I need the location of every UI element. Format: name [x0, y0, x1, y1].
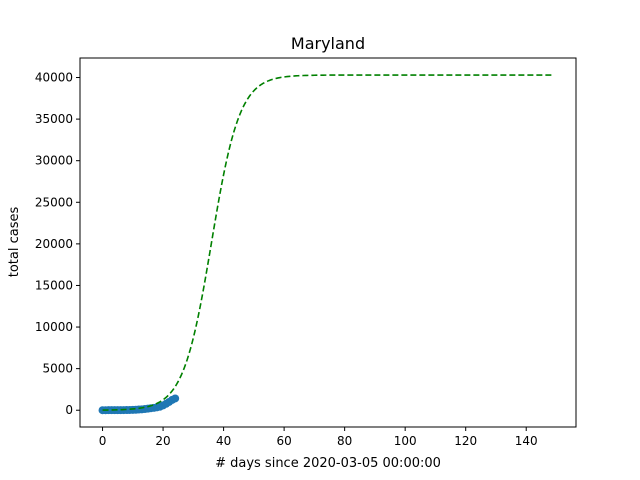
y-tick-label: 25000: [35, 195, 73, 209]
y-tick-label: 20000: [35, 237, 73, 251]
x-tick-label: 40: [216, 434, 231, 448]
y-tick-label: 0: [65, 403, 73, 417]
y-tick-label: 40000: [35, 71, 73, 85]
y-axis-ticks: 0 5000 10000 15000 20000 25000 30000 35000 40000: [35, 71, 80, 417]
x-axis-ticks: 0 20 40 60 80 100 120 140: [99, 427, 538, 448]
x-tick-label: 120: [454, 434, 477, 448]
x-tick-label: 60: [276, 434, 291, 448]
plot-area: [98, 74, 554, 415]
x-axis-label: # days since 2020-03-05 00:00:00: [215, 456, 441, 471]
data-point: [171, 394, 180, 403]
y-tick-label: 15000: [35, 278, 73, 292]
x-tick-label: 140: [515, 434, 538, 448]
y-axis-label: total cases: [7, 207, 22, 278]
x-tick-label: 80: [337, 434, 352, 448]
axes-frame: [79, 57, 577, 428]
fit-curve: [102, 74, 554, 411]
x-tick-label: 100: [394, 434, 417, 448]
y-tick-label: 10000: [35, 320, 73, 334]
y-tick-label: 30000: [35, 154, 73, 168]
y-tick-label: 35000: [35, 112, 73, 126]
x-tick-label: 0: [99, 434, 107, 448]
chart-title: Maryland: [291, 34, 365, 53]
y-tick-label: 5000: [42, 362, 73, 376]
x-tick-label: 20: [155, 434, 170, 448]
